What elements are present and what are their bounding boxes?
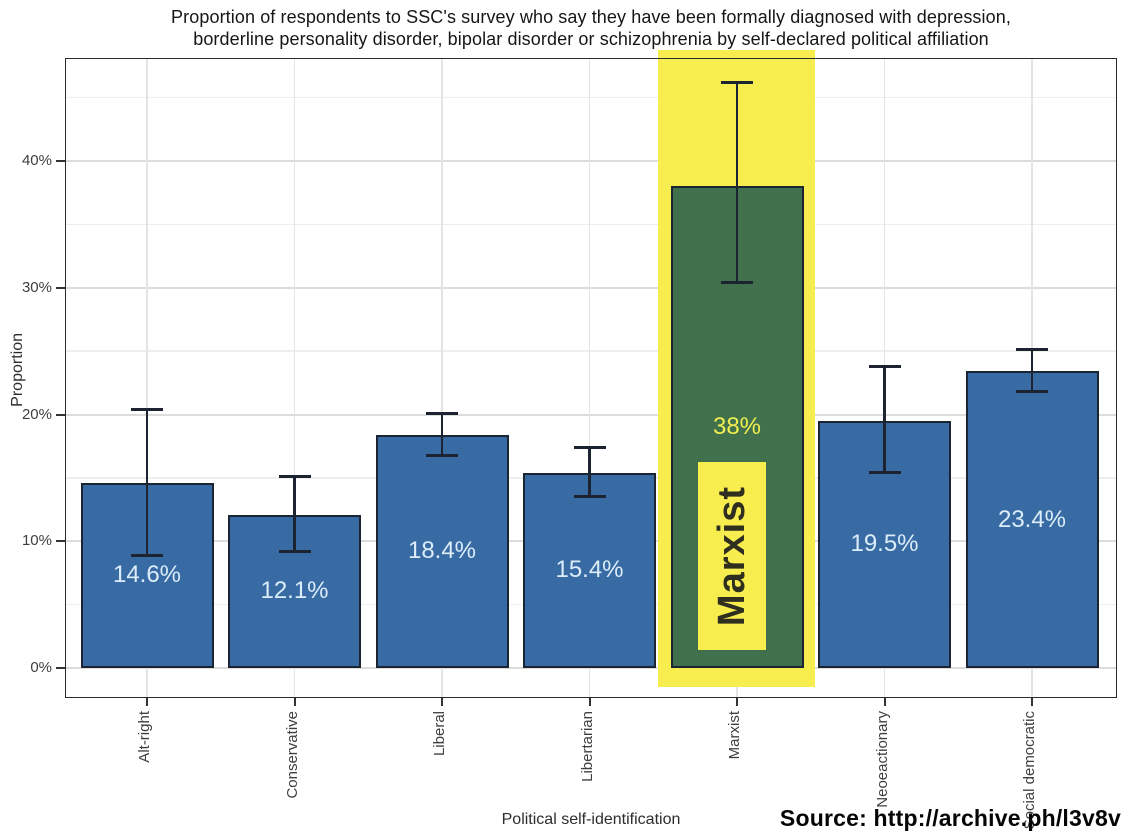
chart-title: Proportion of respondents to SSC's surve… [65,6,1117,50]
x-tick-mark [883,698,886,706]
x-tick-label: Conservative [283,711,301,799]
error-bar-cap-top [131,407,163,411]
x-tick-mark [1031,698,1033,706]
error-bar-cap-top [426,411,458,415]
marxist-annotation-box: Marxist [698,462,766,650]
bar-value-label: 15.4% [555,556,624,584]
chart-title-line2: borderline personality disorder, bipolar… [193,29,989,49]
gridline-major [65,413,1117,416]
x-tick-mark [146,698,148,706]
x-tick-label: Alt-right [136,711,153,763]
error-bar-cap-top [1016,348,1048,352]
error-bar-line [735,82,739,283]
error-bar-line [440,413,444,456]
error-bar-line [145,409,149,556]
error-bar-cap-top [573,445,606,449]
x-tick-mark [293,698,296,706]
error-bar-cap-top [868,364,901,368]
gridline-minor [65,96,1117,99]
y-tick-mark [56,286,65,289]
error-bar-line [883,366,886,473]
source-credit: Source: http://archive.ph/l3v8v [779,805,1121,831]
x-tick-label: Neoeactionary [873,711,891,808]
error-bar-cap-bottom [278,549,311,553]
y-tick-label: 0% [30,659,52,676]
error-bar-cap-bottom [721,281,753,285]
gridline-major [65,160,1117,162]
gridline-major [65,667,1117,669]
bar [523,472,656,668]
x-tick-mark [736,698,738,706]
y-tick-label: 20% [21,405,52,423]
gridline-minor [65,223,1117,226]
x-axis-title: Political self-identification [501,811,681,828]
y-axis-title: Proportion [9,333,26,407]
error-bar-cap-top [721,80,753,84]
gridline-vertical [588,58,591,698]
y-tick-label: 10% [21,532,52,550]
gridline-vertical [441,58,443,698]
error-bar-cap-bottom [1016,390,1048,394]
bar [375,434,509,668]
bar-value-label: 23.4% [997,505,1067,533]
x-tick-mark [588,698,591,706]
bar-value-label: 14.6% [112,561,182,589]
error-bar-cap-bottom [131,553,163,557]
bar-value-label: 18.4% [407,537,477,565]
marxist-annotation-label: Marxist [711,485,753,627]
y-tick-mark [56,540,65,543]
error-bar-cap-bottom [868,471,901,475]
error-bar-line [588,447,591,497]
gridline-vertical [293,58,296,698]
y-tick-label: 40% [21,152,52,169]
x-tick-label: Liberal [431,711,448,757]
bar-value-label: 19.5% [850,530,919,558]
gridline-minor [65,350,1117,352]
y-tick-mark [56,160,65,162]
error-bar-line [1030,349,1034,392]
chart-title-line1: Proportion of respondents to SSC's surve… [171,7,1011,27]
x-tick-mark [441,698,443,706]
error-bar-cap-top [278,475,311,479]
x-tick-label: Libertarian [578,711,596,782]
y-tick-mark [56,667,65,669]
x-tick-label: Marxist [726,711,743,760]
bar [965,371,1099,668]
bar-value-label: 38% [712,413,762,441]
y-tick-label: 30% [21,278,52,296]
y-tick-mark [56,413,65,416]
error-bar-cap-bottom [573,495,606,499]
gridline-major [65,286,1117,289]
error-bar-line [293,476,296,552]
error-bar-cap-bottom [426,453,458,457]
gridline-vertical [146,58,148,698]
bar-value-label: 12.1% [260,577,329,605]
